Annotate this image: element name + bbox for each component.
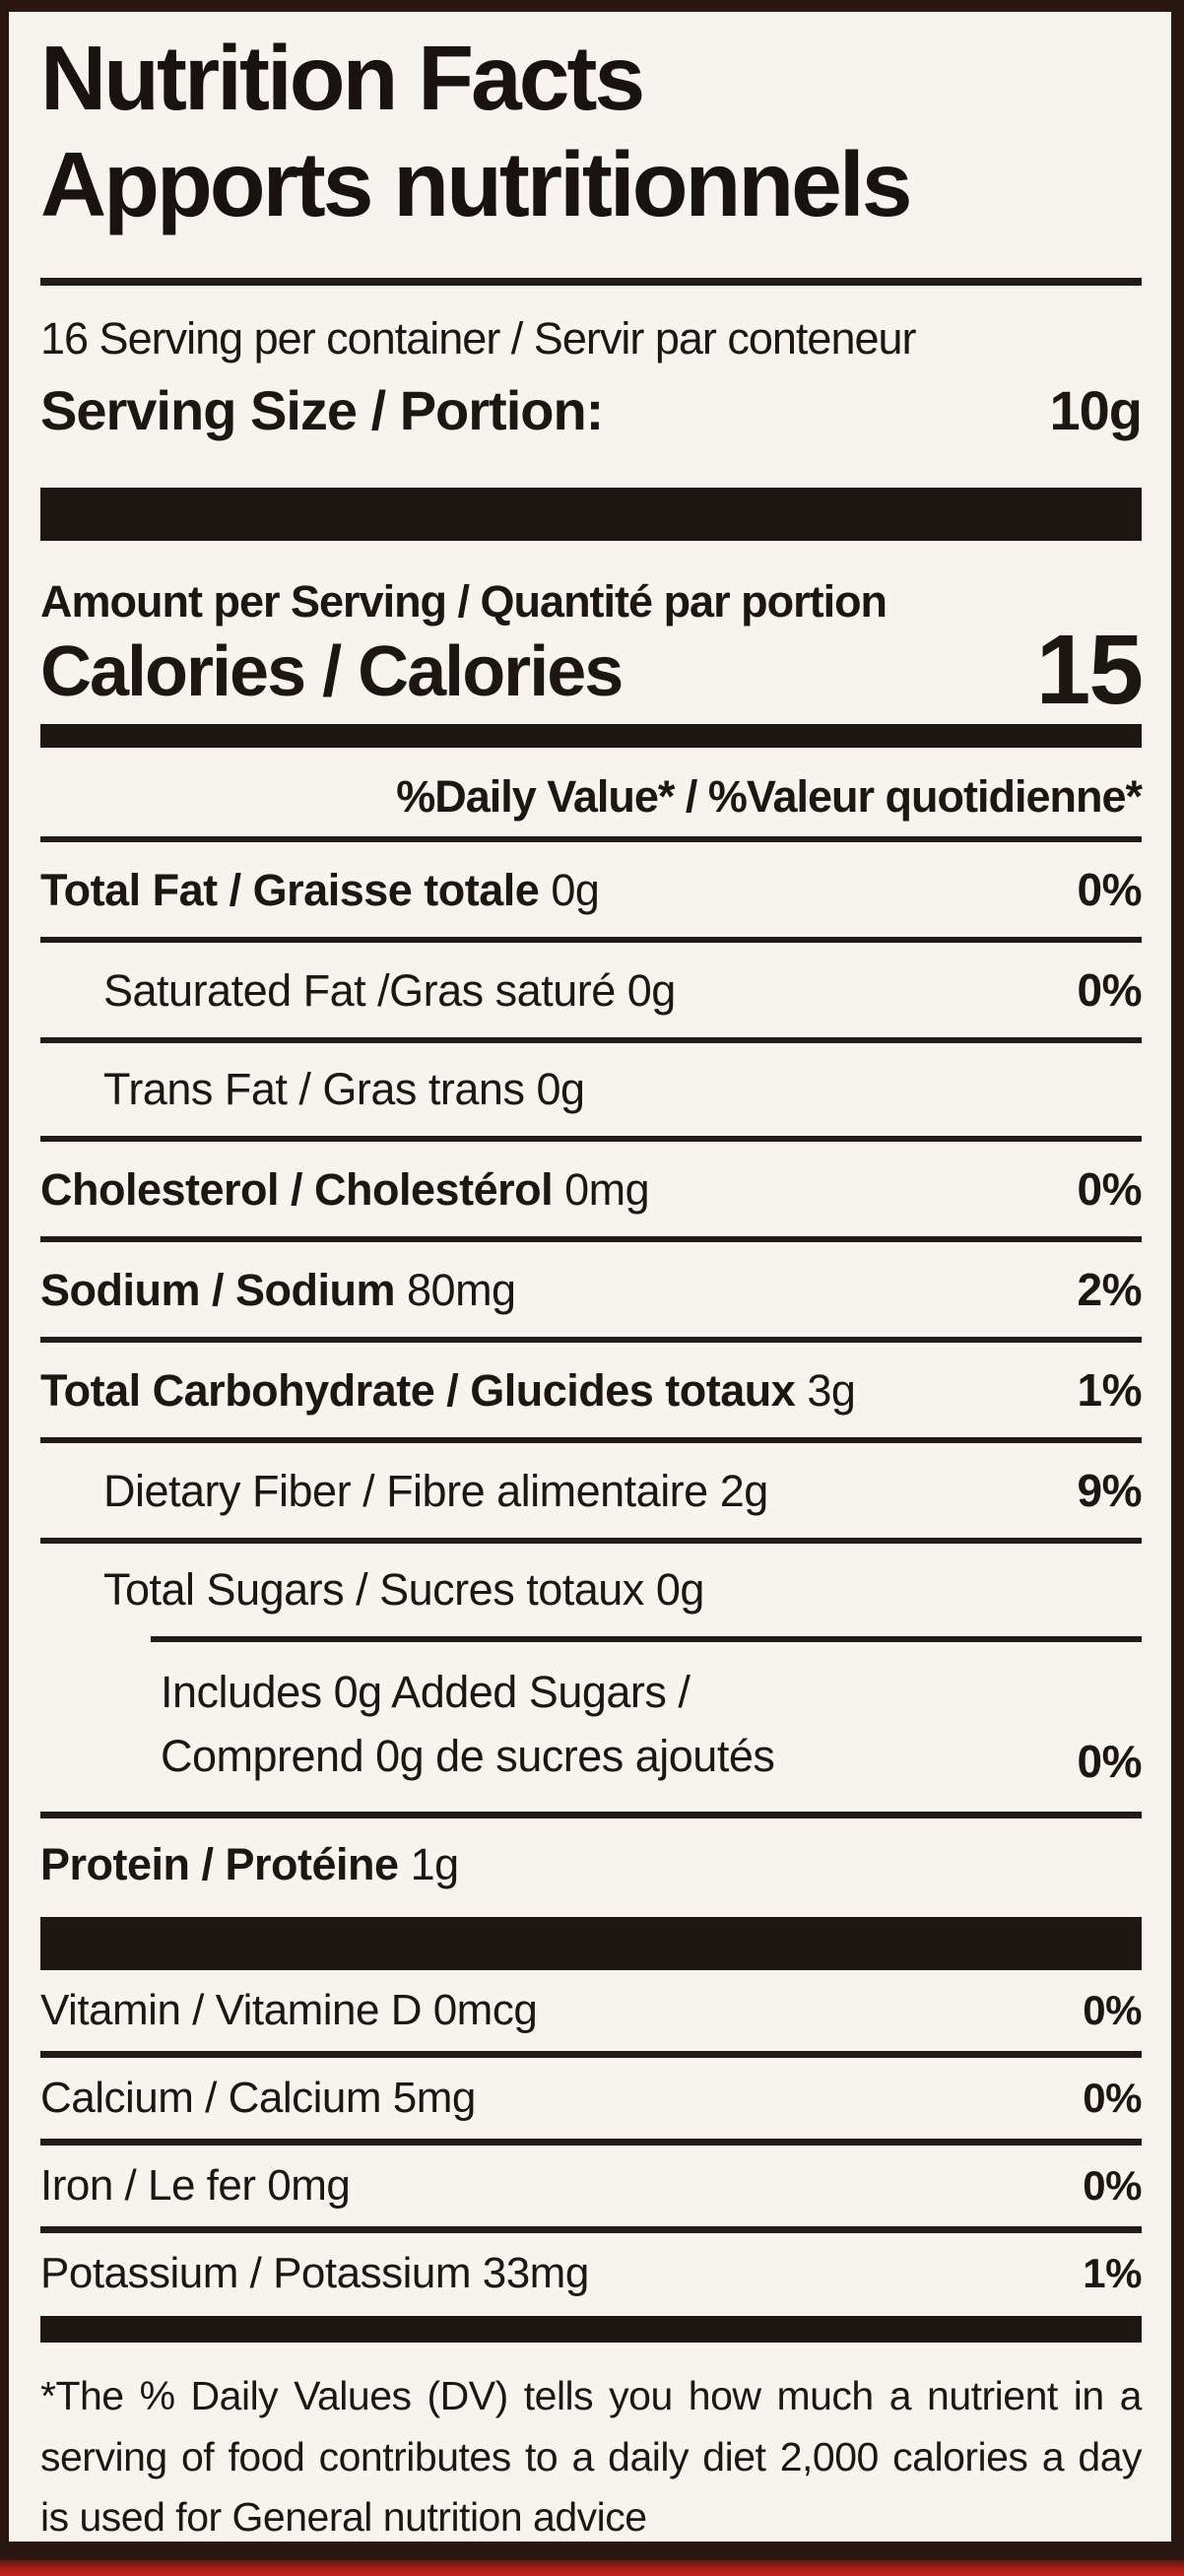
separator-bar-medium [40,723,1142,748]
micronutrient-name: Potassium / Potassium 33mg [40,2249,589,2298]
nutrient-name: Saturated Fat /Gras saturé [103,964,616,1016]
nutrient-row-saturated-fat: Saturated Fat /Gras saturé 0g 0% [40,943,1143,1043]
daily-value-header: %Daily Value* / %Valeur quotidienne* [396,770,1143,822]
servings-per-container: 16 Serving per container / Servir par co… [40,312,917,363]
nutrient-percent: 9% [1077,1464,1143,1516]
calories-label: Calories / Calories [40,632,624,712]
nutrient-percent: 1% [1077,1363,1143,1416]
micronutrient-name: Calcium / Calcium 5mg [40,2074,476,2123]
nutrient-percent: 0% [1077,1736,1143,1788]
nutrient-row-dietary-fiber: Dietary Fiber / Fibre alimentaire 2g 9% [40,1443,1143,1544]
nutrient-name-line2: Comprend 0g de sucres ajoutés [161,1731,775,1781]
nutrient-name: Total Carbohydrate / Glucides totaux [40,1364,796,1416]
nutrient-row-added-sugars: Includes 0g Added Sugars / Comprend 0g d… [40,1642,1143,1819]
nutrient-percent: 2% [1077,1263,1143,1315]
nutrient-row-cholesterol: Cholesterol / Cholestérol 0mg 0% [40,1142,1143,1242]
nutrient-row-protein: Protein / Protéine 1g [40,1818,1142,1911]
nutrient-name: Dietary Fiber / Fibre alimentaire [103,1465,708,1516]
nutrient-amount: 0g [626,964,677,1016]
nutrient-amount: 80mg [407,1264,516,1315]
nutrient-row-trans-fat: Trans Fat / Gras trans 0g [40,1043,1142,1142]
micronutrient-percent: 0% [1083,1987,1142,2034]
nutrient-amount: 0g [536,1063,585,1114]
nutrient-name: Sodium / Sodium [40,1264,396,1315]
micronutrient-name: Vitamin / Vitamine D 0mcg [40,1986,538,2035]
micronutrient-row-iron: Iron / Le fer 0mg 0% [40,2146,1142,2234]
daily-value-footnote: *The % Daily Values (DV) tells you how m… [40,2373,1143,2541]
nutrient-percent: 0% [1077,863,1143,915]
nutrient-amount: 3g [807,1364,856,1416]
serving-size-value: 10g [1049,378,1143,441]
nutrient-amount: 0g [551,864,600,915]
calories-value: 15 [1035,614,1144,725]
nutrient-name-line1: Includes 0g Added Sugars / [161,1666,691,1717]
separator-bar-thick [40,487,1142,541]
nutrition-facts-label: Nutrition Facts Apports nutritionnels 16… [9,12,1171,2542]
nutrient-row-total-fat: Total Fat / Graisse totale 0g 0% [40,842,1143,943]
package-red-strip [0,2560,1184,2576]
nutrient-row-sodium: Sodium / Sodium 80mg 2% [40,1242,1143,1343]
nutrient-row-total-carbohydrate: Total Carbohydrate / Glucides totaux 3g … [40,1343,1143,1443]
header-divider [40,835,1142,842]
micronutrient-row-potassium: Potassium / Potassium 33mg 1% [40,2233,1142,2314]
calories-row: Calories / Calories 15 [40,614,1144,725]
micronutrient-row-calcium: Calcium / Calcium 5mg 0% [40,2058,1142,2147]
nutrient-amount: 0g [655,1563,705,1615]
micronutrient-percent: 0% [1083,2075,1142,2122]
micronutrient-percent: 0% [1083,2162,1142,2210]
serving-size-row: Serving Size / Portion: 10g [40,378,1143,442]
nutrient-amount: 2g [719,1465,769,1516]
nutrient-amount: 0mg [564,1163,650,1215]
nutrient-name: Cholesterol / Cholestérol [40,1163,554,1215]
nutrient-name: Protein / Protéine [40,1839,399,1890]
label-title: Nutrition Facts Apports nutritionnels [40,26,1142,238]
micronutrient-row-vitamin-d: Vitamin / Vitamine D 0mcg 0% [40,1970,1142,2059]
separator-bar-thick [40,1917,1142,1971]
serving-size-label: Serving Size / Portion: [40,378,604,441]
nutrient-amount: 1g [410,1839,460,1890]
title-divider [40,277,1142,286]
nutrient-name: Total Fat / Graisse totale [40,864,540,915]
nutrient-name: Trans Fat / Gras trans [103,1063,525,1114]
amount-per-serving: Amount per Serving / Quantité par portio… [40,575,888,627]
title-english: Nutrition Facts [40,27,645,129]
nutrient-percent: 0% [1077,1162,1143,1215]
separator-bar-bottom [40,2316,1142,2344]
micronutrient-percent: 1% [1083,2250,1142,2297]
micronutrient-name: Iron / Le fer 0mg [40,2161,351,2211]
nutrient-row-total-sugars: Total Sugars / Sucres totaux 0g [40,1544,1142,1636]
title-french: Apports nutritionnels [40,132,912,235]
nutrient-percent: 0% [1077,963,1143,1016]
nutrient-name: Total Sugars / Sucres totaux [103,1563,644,1615]
added-sugars-divider [151,1635,1142,1642]
